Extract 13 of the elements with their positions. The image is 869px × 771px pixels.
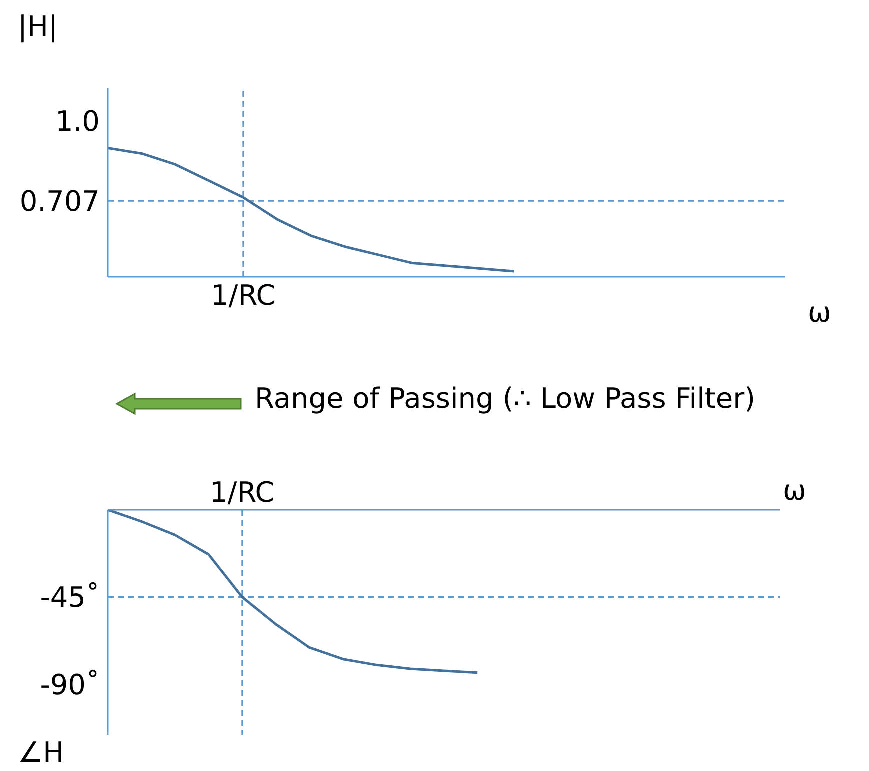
x-tick-label: 1/RC: [210, 476, 275, 509]
line-series: [108, 510, 479, 674]
y-tick-label: -90˚: [40, 668, 100, 702]
y-axis-title: |H|: [18, 10, 58, 43]
x-axis-title: ω: [808, 296, 832, 329]
y-axis-title: ∠H: [18, 736, 64, 769]
y-tick-label: 0.707: [20, 185, 100, 218]
x-tick-label: 1/RC: [210, 278, 276, 312]
text: Range of Passing (∴ Low Pass Filter): [255, 382, 756, 415]
y-tick-label: 1.0: [55, 104, 100, 138]
line-series: [108, 147, 516, 273]
x-axis-title: ω: [783, 474, 806, 507]
y-tick-label: -45˚: [40, 581, 100, 614]
